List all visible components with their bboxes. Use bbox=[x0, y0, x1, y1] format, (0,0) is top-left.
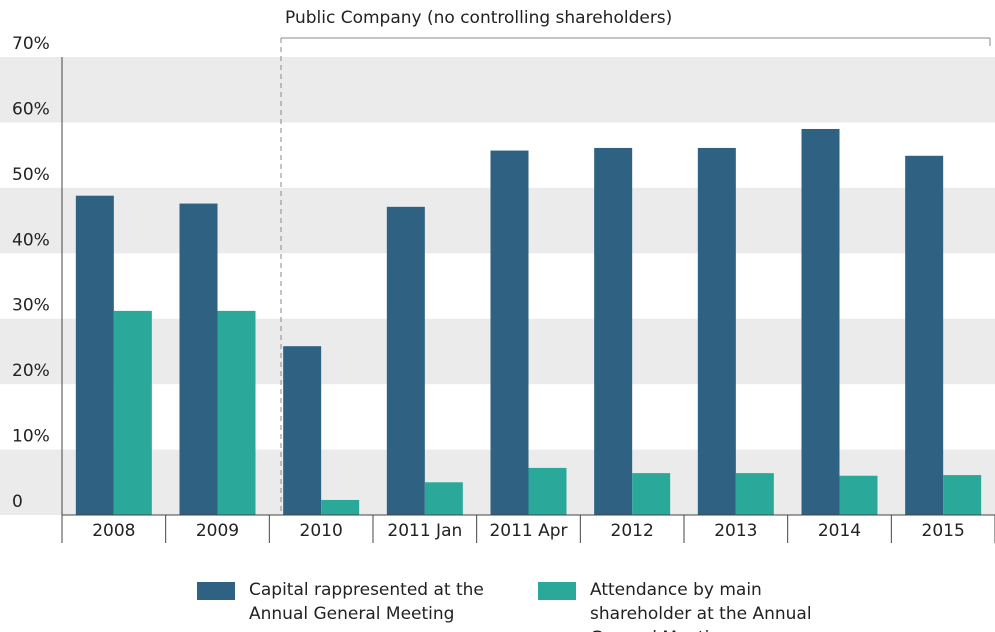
bar bbox=[594, 147, 633, 515]
bar bbox=[905, 155, 944, 515]
legend-swatch bbox=[197, 582, 235, 600]
annotation: Public Company (no controlling sharehold… bbox=[285, 8, 672, 28]
legend: Capital rappresented at the Annual Gener… bbox=[197, 578, 865, 632]
bar bbox=[113, 310, 152, 515]
x-tick-label: 2009 bbox=[196, 521, 239, 541]
legend-item: Capital rappresented at the Annual Gener… bbox=[197, 578, 524, 632]
y-tick-label: 10% bbox=[12, 427, 50, 447]
bar bbox=[179, 203, 218, 515]
bar bbox=[528, 467, 567, 515]
bar bbox=[943, 475, 982, 515]
y-tick-label: 50% bbox=[12, 165, 50, 185]
y-tick-label: 30% bbox=[12, 296, 50, 316]
x-tick-label: 2011 Apr bbox=[489, 521, 567, 541]
bar bbox=[490, 150, 529, 515]
bar bbox=[801, 128, 840, 515]
x-tick-label: 2015 bbox=[922, 521, 965, 541]
y-tick-label: 20% bbox=[12, 361, 50, 381]
x-tick-label: 2014 bbox=[818, 521, 861, 541]
y-tick-label: 60% bbox=[12, 99, 50, 119]
bar bbox=[735, 473, 774, 515]
bar bbox=[217, 310, 256, 515]
bar bbox=[697, 147, 736, 515]
x-tick-label: 2010 bbox=[300, 521, 343, 541]
legend-item: Attendance by main shareholder at the An… bbox=[538, 578, 865, 632]
bar bbox=[632, 473, 671, 515]
legend-swatch bbox=[538, 582, 576, 600]
bar bbox=[283, 346, 322, 515]
y-tick-label: 40% bbox=[12, 230, 50, 250]
legend-label: Attendance by main shareholder at the An… bbox=[590, 580, 812, 632]
legend-label: Capital rappresented at the Annual Gener… bbox=[249, 580, 484, 624]
bar bbox=[75, 195, 114, 516]
y-tick-label: 0 bbox=[12, 492, 23, 512]
x-tick-label: 2008 bbox=[92, 521, 135, 541]
bar bbox=[839, 475, 878, 515]
bar bbox=[321, 499, 360, 515]
grid-band bbox=[0, 57, 995, 123]
bar bbox=[386, 206, 425, 515]
x-tick-label: 2013 bbox=[714, 521, 757, 541]
bar bbox=[424, 482, 463, 515]
x-tick-label: 2011 Jan bbox=[387, 521, 462, 541]
y-tick-label: 70% bbox=[12, 34, 50, 54]
x-tick-label: 2012 bbox=[611, 521, 654, 541]
